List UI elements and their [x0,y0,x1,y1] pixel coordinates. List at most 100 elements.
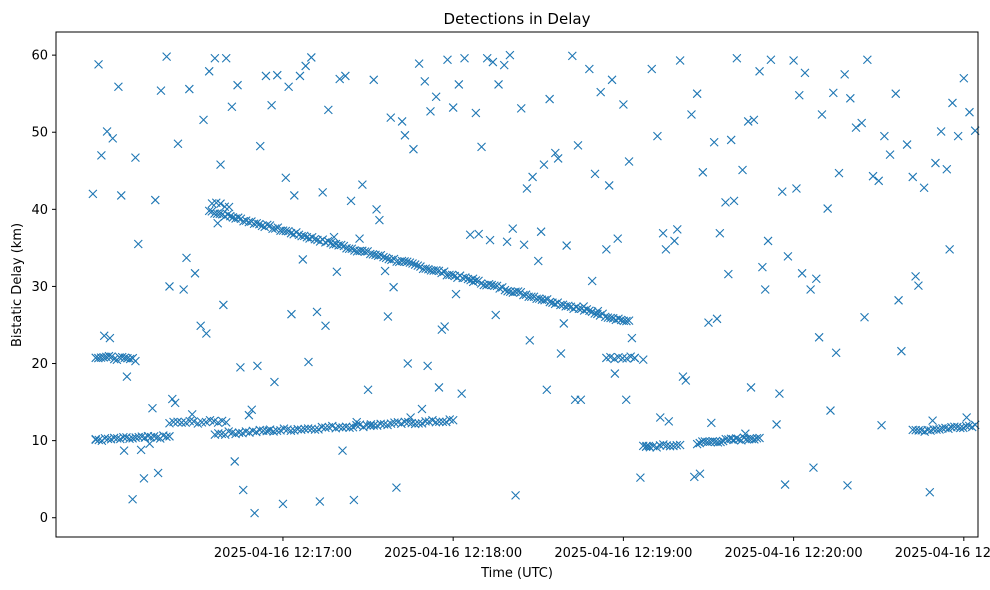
data-point [254,219,264,229]
data-point [213,429,223,438]
data-point [749,434,759,444]
data-point [868,171,878,181]
data-point [349,495,359,505]
data-point [173,139,183,149]
data-point [352,420,361,430]
data-point [390,418,399,428]
data-point [99,353,109,362]
data-point [365,249,375,259]
data-point [678,372,688,382]
data-point [405,258,415,268]
data-point [94,59,103,69]
data-point [230,457,240,466]
data-point [655,441,665,450]
data-point [381,253,391,263]
data-point [817,110,827,119]
data-point [434,417,444,427]
data-point [550,299,560,309]
data-point [250,508,259,518]
data-point [584,64,594,74]
data-point [380,266,390,276]
x-tick-label: 2025-04-16 12:18:00 [384,546,522,561]
data-point [268,224,277,234]
data-point [675,56,685,65]
y-axis: 0 10 20 30 40 50 60 [31,49,56,526]
data-point [218,300,228,310]
data-point [272,70,282,80]
data-point [345,423,354,433]
data-point [814,332,824,342]
data-point [114,82,123,92]
data-point [355,234,364,244]
data-point [698,167,708,177]
data-point [363,385,373,395]
data-point [792,184,801,193]
data-point [448,103,458,112]
data-point [851,123,861,132]
data-point [257,221,267,231]
data-point [834,168,844,178]
data-point [775,389,784,398]
data-point [942,164,952,174]
data-point [624,316,634,326]
data-point [119,446,129,456]
data-point [780,480,790,489]
data-point [375,215,384,225]
data-point [372,204,381,214]
data-point [713,438,723,447]
data-point [281,226,291,236]
data-point [755,433,764,443]
data-point [344,244,354,254]
data-point [397,117,407,126]
data-point [454,80,464,89]
data-point [241,216,251,226]
data-point [270,224,280,233]
x-tick-label: 2025-04-16 12:19:00 [554,546,692,561]
data-point [763,236,773,246]
data-point [624,157,634,166]
data-point [338,446,347,456]
data-point [809,463,818,472]
data-point [596,87,606,97]
data-point [392,483,401,493]
data-point [136,445,146,455]
y-tick-label: 30 [31,280,48,295]
data-point [445,415,455,424]
data-point [563,301,573,311]
data-point [312,307,322,317]
data-point [482,53,492,63]
data-point [732,53,742,63]
data-point [122,372,132,382]
data-point [874,176,884,186]
data-point [471,108,481,118]
data-point [262,220,272,230]
data-point [877,420,886,430]
data-point [516,103,526,113]
data-point [88,189,98,199]
data-point [148,403,157,413]
data-point [636,473,645,483]
data-point [574,304,584,314]
x-tick-label: 2025-04-16 12:17:00 [214,546,352,561]
data-point [331,239,341,249]
data-point [528,172,537,182]
data-point [389,282,398,292]
data-point [653,131,662,141]
data-point [532,294,542,304]
data-point [726,135,736,145]
y-axis-label: Bistatic Delay (km) [10,223,25,347]
data-point [306,53,316,62]
data-point [505,50,515,60]
data-point [840,70,850,79]
data-point [723,269,733,279]
data-point [383,312,393,321]
data-point [272,426,282,436]
data-point [508,288,518,298]
data-point [885,150,895,159]
data-point [777,187,787,196]
data-point [286,426,296,436]
data-point [752,433,762,443]
data-point [558,300,568,310]
data-point [766,55,776,65]
